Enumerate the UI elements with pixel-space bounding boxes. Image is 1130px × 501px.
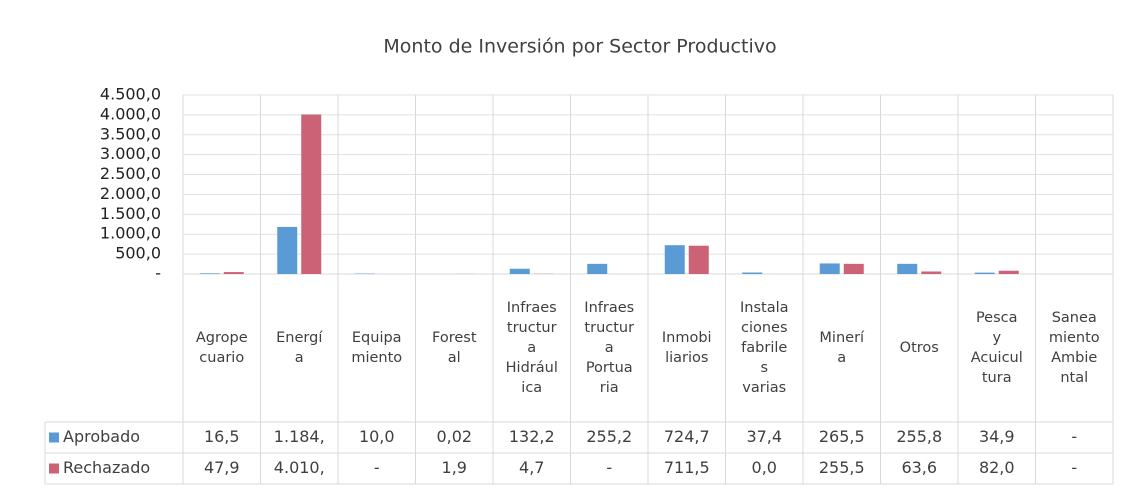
data-label: 10,0 bbox=[359, 427, 395, 446]
y-tick-label: 500,0 bbox=[115, 244, 161, 263]
bar bbox=[301, 114, 322, 274]
y-tick-label: 1.500,0 bbox=[100, 204, 161, 223]
y-tick-label: 3.000,0 bbox=[100, 144, 161, 163]
data-label: 0,0 bbox=[752, 458, 777, 477]
y-tick-label: 2.500,0 bbox=[100, 164, 161, 183]
data-label: 1.184, bbox=[274, 427, 325, 446]
bar bbox=[974, 272, 995, 274]
data-label: 47,9 bbox=[204, 458, 240, 477]
bar bbox=[688, 245, 709, 274]
bar bbox=[998, 270, 1019, 274]
bar bbox=[819, 263, 840, 274]
bar bbox=[897, 263, 918, 274]
x-tick-label: Infraes tructur a Hidrául ica bbox=[505, 300, 558, 396]
legend-key bbox=[49, 432, 59, 443]
data-label: 63,6 bbox=[901, 458, 937, 477]
data-label: 4,7 bbox=[519, 458, 544, 477]
x-tick-label: Infraes tructur a Portua ria bbox=[584, 300, 635, 396]
bar bbox=[587, 263, 608, 274]
data-label: 16,5 bbox=[204, 427, 240, 446]
y-tick-label: - bbox=[155, 264, 161, 283]
bar bbox=[664, 245, 685, 274]
y-tick-label: 4.500,0 bbox=[100, 85, 161, 104]
bar bbox=[223, 272, 244, 274]
data-label: 255,5 bbox=[819, 458, 865, 477]
x-tick-label: Instala ciones fabrile s varias bbox=[739, 300, 789, 396]
x-tick-label: Pesca y Acuicul tura bbox=[970, 310, 1023, 386]
x-tick-label: Equipa miento bbox=[351, 330, 403, 366]
chart-title: Monto de Inversión por Sector Productivo bbox=[383, 36, 776, 58]
x-tick-label: Inmobi liarios bbox=[661, 330, 712, 366]
data-label: 4.010, bbox=[274, 458, 325, 477]
data-label: 1,9 bbox=[442, 458, 467, 477]
legend-label: Rechazado bbox=[63, 458, 150, 477]
y-tick-label: 4.000,0 bbox=[100, 104, 161, 123]
data-label: 724,7 bbox=[664, 427, 710, 446]
data-label: - bbox=[374, 458, 380, 477]
x-tick-label: Minerí a bbox=[819, 330, 865, 366]
legend-key bbox=[49, 463, 59, 474]
legend-label: Aprobado bbox=[63, 427, 140, 446]
y-tick-label: 1.000,0 bbox=[100, 224, 161, 243]
x-tick-label: Agrope cuario bbox=[195, 330, 248, 366]
bar bbox=[843, 263, 864, 274]
x-tick-label: Energí a bbox=[276, 330, 323, 366]
data-label: - bbox=[1071, 458, 1077, 477]
data-label: 711,5 bbox=[664, 458, 710, 477]
bar bbox=[921, 271, 942, 274]
bar bbox=[509, 268, 530, 274]
y-tick-label: 2.000,0 bbox=[100, 184, 161, 203]
data-label: 34,9 bbox=[979, 427, 1015, 446]
data-label: 255,8 bbox=[896, 427, 942, 446]
bar bbox=[277, 226, 298, 274]
data-label: - bbox=[1071, 427, 1077, 446]
data-label: 265,5 bbox=[819, 427, 865, 446]
bar bbox=[199, 273, 220, 274]
data-label: 82,0 bbox=[979, 458, 1015, 477]
x-tick-label: Forest al bbox=[432, 330, 477, 366]
x-tick-label: Sanea miento Ambie ntal bbox=[1048, 310, 1100, 386]
y-tick-label: 3.500,0 bbox=[100, 124, 161, 143]
data-label: - bbox=[606, 458, 612, 477]
x-tick-label: Otros bbox=[899, 340, 939, 356]
bar bbox=[742, 272, 763, 274]
data-label: 0,02 bbox=[436, 427, 472, 446]
data-label: 255,2 bbox=[586, 427, 632, 446]
data-label: 132,2 bbox=[509, 427, 555, 446]
data-label: 37,4 bbox=[746, 427, 782, 446]
